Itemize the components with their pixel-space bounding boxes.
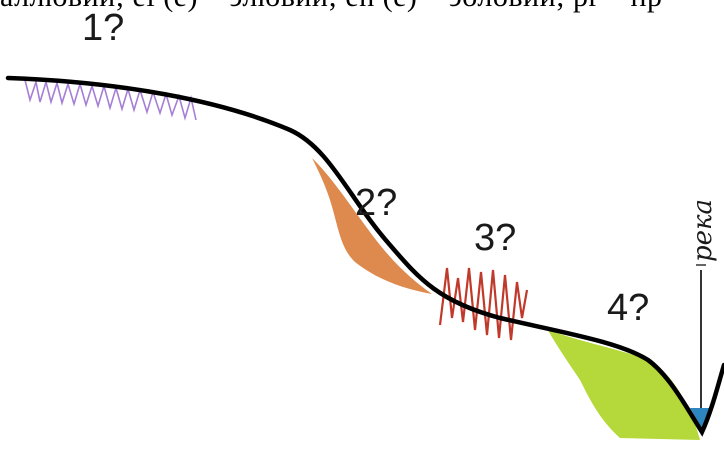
zone2-label: 2? (355, 182, 397, 224)
slope-profile-line (5, 75, 724, 437)
zone1-label: 1? (82, 7, 124, 49)
cropped-header-text: аллювий; el (e) – элювий; eh (e) – эолов… (0, 0, 724, 14)
river-water (690, 408, 712, 428)
zone1-hatch (24, 78, 197, 121)
zone4-deposit (548, 330, 700, 440)
zone3-label: 3? (474, 217, 516, 259)
river-label: река (688, 199, 718, 262)
zone4-label: 4? (607, 287, 649, 329)
zone2-deposit (312, 158, 432, 294)
zone3-hatch (438, 267, 529, 341)
